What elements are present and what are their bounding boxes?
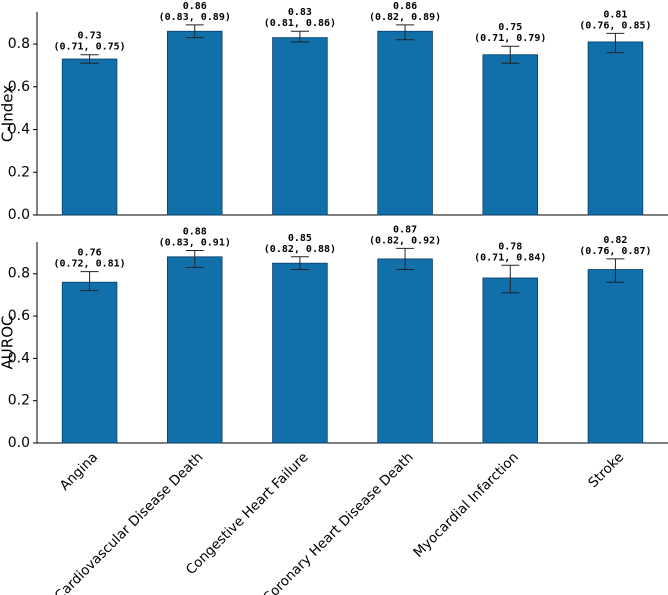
value-label: 0.75 <box>498 22 522 33</box>
ci-label: (0.82, 0.92) <box>369 235 441 246</box>
ci-label: (0.71, 0.79) <box>474 33 546 44</box>
value-label: 0.78 <box>498 241 522 252</box>
value-label: 0.76 <box>78 248 102 259</box>
error-bar <box>185 249 204 268</box>
bar <box>272 262 328 444</box>
y-tick-label: 0.0 <box>8 207 30 223</box>
error-bar <box>501 45 520 64</box>
ci-label: (0.81, 0.86) <box>264 18 336 29</box>
value-label: 0.87 <box>393 224 417 235</box>
bar <box>61 281 118 444</box>
ci-label: (0.83, 0.91) <box>159 237 231 248</box>
y-tick-label: 0.4 <box>8 350 30 366</box>
value-label: 0.83 <box>288 7 312 18</box>
bar <box>272 37 328 216</box>
y-axis-label: C-Index <box>0 85 17 142</box>
x-tick-label: Stroke <box>585 449 627 491</box>
error-bar <box>396 24 415 41</box>
bar <box>167 256 223 444</box>
bar <box>167 30 223 216</box>
bar <box>587 269 644 444</box>
y-tick-label: 0.4 <box>8 122 30 138</box>
y-tick-label: 0.8 <box>8 36 30 52</box>
ci-label: (0.71, 0.84) <box>474 252 546 263</box>
y-tick-label: 0.8 <box>8 266 30 282</box>
ci-label: (0.71, 0.75) <box>53 42 125 53</box>
value-label: 0.88 <box>183 226 207 237</box>
error-bar <box>290 30 309 43</box>
x-tick-label: Angina <box>57 449 102 494</box>
value-label: 0.73 <box>78 31 102 42</box>
error-bar <box>396 247 415 271</box>
x-tick-label: Myocardial Infarction <box>410 449 521 560</box>
bar <box>377 258 433 444</box>
value-label: 0.86 <box>393 1 417 12</box>
ci-label: (0.83, 0.89) <box>159 12 231 23</box>
ci-label: (0.82, 0.88) <box>264 244 336 255</box>
bar <box>587 41 644 216</box>
error-bar <box>80 271 99 292</box>
y-tick-label: 0.2 <box>8 164 30 180</box>
bar <box>61 58 118 216</box>
ci-label: (0.82, 0.89) <box>369 12 441 23</box>
error-bar <box>606 258 625 283</box>
value-label: 0.85 <box>288 233 312 244</box>
value-label: 0.82 <box>603 235 627 246</box>
ci-label: (0.76, 0.85) <box>579 20 651 31</box>
y-axis-label: AUROC <box>0 316 17 370</box>
ci-label: (0.76, 0.87) <box>579 246 651 257</box>
bar <box>482 54 538 216</box>
y-tick-label: 0.6 <box>8 79 30 95</box>
y-tick-label: 0.2 <box>8 393 30 409</box>
error-bar <box>501 264 520 294</box>
ci-label: (0.72, 0.81) <box>53 259 125 270</box>
error-bar <box>606 32 625 54</box>
value-label: 0.81 <box>603 9 627 20</box>
value-label: 0.86 <box>183 1 207 12</box>
x-tick-label: Congestive Heart Failure <box>183 449 312 578</box>
y-tick-label: 0.6 <box>8 308 30 324</box>
bar <box>482 277 538 444</box>
y-tick-label: 0.0 <box>8 435 30 451</box>
error-bar <box>185 24 204 39</box>
error-bar <box>80 54 99 64</box>
error-bar <box>290 256 309 271</box>
bar <box>377 30 433 216</box>
